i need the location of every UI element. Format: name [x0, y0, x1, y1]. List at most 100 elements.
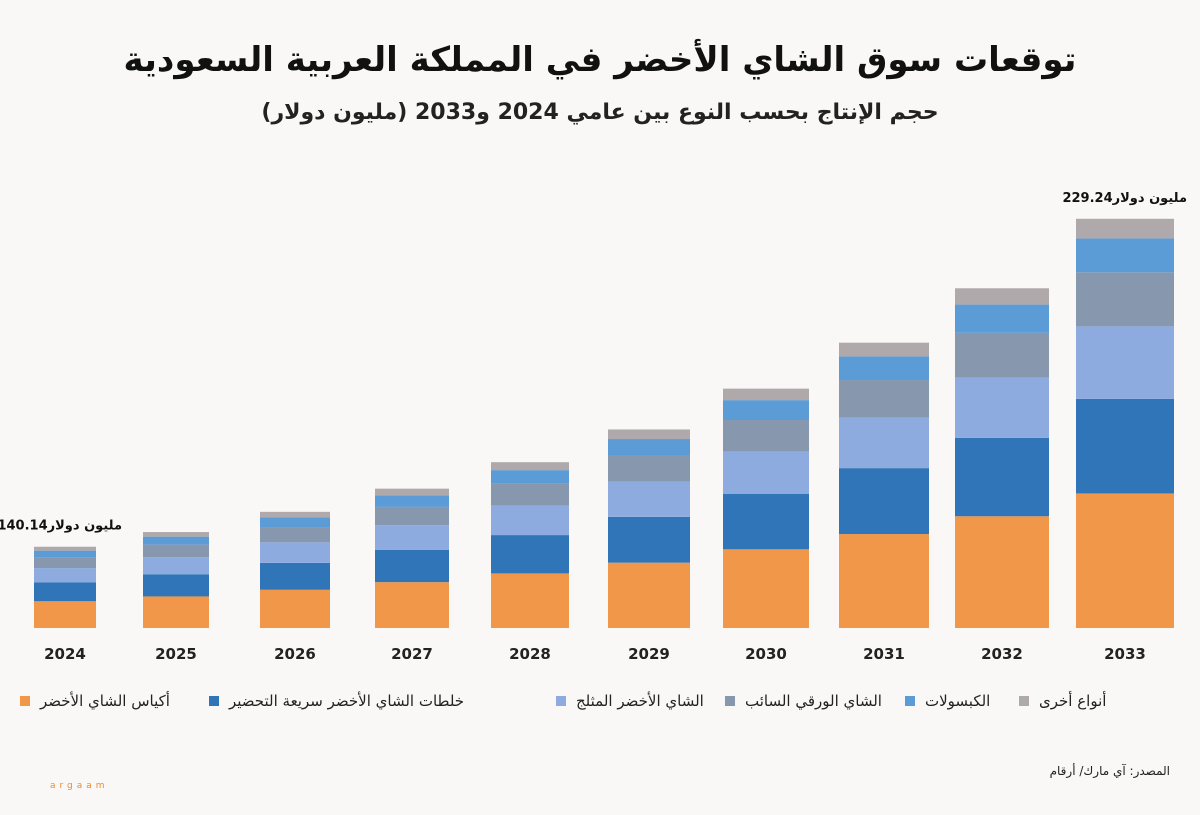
bar-segment-2027-4 [375, 495, 449, 507]
bar-segment-2026-3 [260, 527, 330, 543]
legend-item: الكبسولات [905, 692, 990, 710]
legend-swatch [209, 696, 219, 706]
bar-segment-2027-0 [375, 582, 449, 628]
legend-swatch [905, 696, 915, 706]
bar-segment-2029-1 [608, 516, 690, 563]
bar-segment-2026-1 [260, 562, 330, 590]
bar-segment-2030-5 [723, 388, 809, 401]
bar-segment-2028-5 [491, 462, 569, 471]
bar-group-2029 [608, 429, 690, 628]
bar-segment-2024-3 [34, 557, 96, 569]
legend-item: الشاي الأخضر المثلج [556, 692, 704, 710]
bar-segment-2031-4 [839, 356, 929, 381]
bar-segment-2032-2 [955, 377, 1049, 438]
legend-item: أنواع أخرى [1019, 692, 1106, 710]
x-tick-label: 2033 [1104, 645, 1146, 663]
legend-label: أنواع أخرى [1039, 692, 1107, 710]
bar-segment-2032-0 [955, 516, 1049, 628]
bar-segment-2029-0 [608, 562, 690, 628]
bar-group-2027 [375, 488, 449, 628]
x-tick-label: 2025 [155, 645, 197, 663]
bar-segment-2028-1 [491, 535, 569, 574]
bar-segment-2031-0 [839, 534, 929, 628]
bar-segment-2030-2 [723, 451, 809, 495]
bar-segment-2028-4 [491, 470, 569, 484]
svg-text:أرقام: أرقام [124, 742, 126, 783]
bar-group-2026 [260, 511, 330, 628]
legend-label: الشاي الورقي السائب [745, 692, 882, 710]
bar-segment-2033-1 [1076, 398, 1174, 494]
x-tick-label: 2028 [509, 645, 551, 663]
legend-swatch [556, 696, 566, 706]
legend-item: أكياس الشاي الأخضر [20, 692, 170, 710]
bar-segment-2033-2 [1076, 326, 1174, 399]
bar-segment-2029-5 [608, 429, 690, 440]
x-tick-label: 2032 [981, 645, 1023, 663]
bar-segment-2024-0 [34, 601, 96, 628]
bar-segment-2030-3 [723, 420, 809, 452]
bar-segment-2032-5 [955, 288, 1049, 305]
legend-label: الكبسولات [925, 692, 991, 710]
legend-label: الشاي الأخضر المثلج [576, 692, 704, 710]
x-tick-label: 2030 [745, 645, 787, 663]
bar-segment-2025-1 [143, 574, 209, 597]
x-tick-label: 2031 [863, 645, 905, 663]
bar-group-2030 [723, 388, 809, 628]
total-label-2033: 229.24مليون دولار [1062, 191, 1187, 206]
bar-group-2033 [1076, 218, 1174, 628]
legend-swatch [725, 696, 735, 706]
bar-segment-2033-4 [1076, 238, 1174, 273]
bar-segment-2029-2 [608, 481, 690, 517]
bar-segment-2028-0 [491, 573, 569, 628]
bar-segment-2024-2 [34, 568, 96, 583]
chart-subtitle: حجم الإنتاج بحسب النوع بين عامي 2024 و20… [261, 100, 939, 125]
bar-segment-2031-1 [839, 468, 929, 535]
total-label-2024: 140.14مليون دولار [0, 519, 122, 534]
bar-segment-2030-4 [723, 400, 809, 421]
x-tick-label: 2027 [391, 645, 433, 663]
bar-segment-2033-5 [1076, 218, 1174, 239]
x-tick-label: 2029 [628, 645, 670, 663]
bar-segment-2026-2 [260, 542, 330, 563]
bar-group-2024 [34, 546, 96, 628]
bar-segment-2027-5 [375, 488, 449, 496]
svg-text:argaam: argaam [50, 781, 109, 791]
bar-segment-2032-4 [955, 304, 1049, 333]
bar-segment-2030-0 [723, 549, 809, 628]
bar-segment-2026-4 [260, 517, 330, 528]
bar-group-2028 [491, 462, 569, 628]
bar-segment-2029-4 [608, 439, 690, 456]
stacked-bar-chart: 2024 2025 2026 2027 2028 2029 2030 2031 2032 2033… [0, 191, 1187, 663]
legend-item: خلطات الشاي الأخضر سريعة التحضير [209, 692, 464, 710]
bar-group-2032 [955, 288, 1049, 628]
bar-segment-2031-3 [839, 380, 929, 418]
bar-segment-2033-0 [1076, 493, 1174, 628]
bar-segment-2025-3 [143, 544, 209, 558]
bar-segment-2025-0 [143, 596, 209, 628]
bar-segment-2032-1 [955, 437, 1049, 517]
bar-segment-2027-1 [375, 549, 449, 583]
legend-swatch [20, 696, 30, 706]
bar-segment-2025-5 [143, 532, 209, 537]
legend-item: الشاي الورقي السائب [725, 692, 882, 710]
bar-segment-2031-2 [839, 417, 929, 469]
bar-segment-2025-4 [143, 536, 209, 545]
legend-swatch [1019, 696, 1029, 706]
bar-group-2025 [143, 532, 209, 628]
x-tick-label: 2024 [44, 645, 86, 663]
bar-segment-2024-1 [34, 582, 96, 602]
legend-label: خلطات الشاي الأخضر سريعة التحضير [229, 692, 465, 710]
bar-segment-2031-5 [839, 342, 929, 357]
bar-group-2031 [839, 342, 929, 628]
bar-segment-2028-2 [491, 505, 569, 536]
x-tick-label: 2026 [274, 645, 316, 663]
argaam-logo: أرقام argaam [50, 742, 126, 791]
bar-segment-2024-4 [34, 550, 96, 558]
bar-segment-2032-3 [955, 332, 1049, 378]
legend-label: أكياس الشاي الأخضر [40, 692, 170, 710]
bar-segment-2029-3 [608, 455, 690, 482]
bar-segment-2030-1 [723, 494, 809, 550]
bar-segment-2026-5 [260, 511, 330, 518]
chart-title: توقعات سوق الشاي الأخضر في المملكة العرب… [123, 40, 1077, 80]
bar-segment-2033-3 [1076, 272, 1174, 327]
